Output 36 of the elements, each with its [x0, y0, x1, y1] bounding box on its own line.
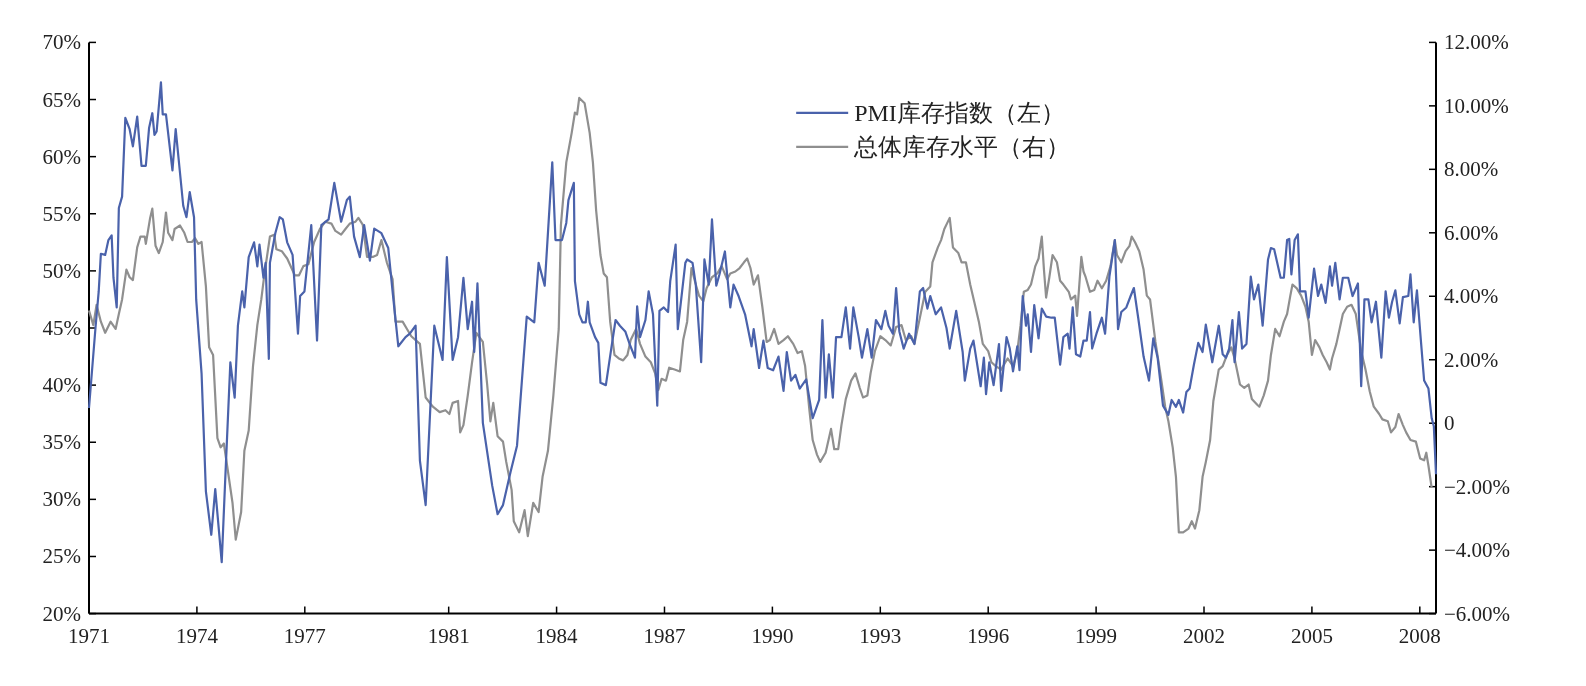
legend-label: PMI库存指数（左） — [854, 99, 1065, 126]
y-tick-label: 45% — [42, 316, 81, 340]
y2-tick-label: 12.00% — [1444, 30, 1509, 55]
y2-tick-label: −2.00% — [1444, 474, 1511, 499]
y-tick-label: 65% — [42, 87, 81, 112]
y-tick-label: 60% — [42, 144, 81, 169]
x-tick-label: 1984 — [535, 623, 579, 648]
y-tick-label: 55% — [42, 201, 81, 226]
x-tick-label: 2005 — [1290, 623, 1333, 648]
y2-tick-label: −4.00% — [1444, 538, 1511, 563]
y-tick-label: 35% — [42, 430, 81, 455]
y-tick-label: 70% — [42, 30, 81, 55]
legend-label: 总体库存水平（右） — [853, 133, 1071, 160]
x-tick-label: 1977 — [283, 623, 326, 648]
y2-tick-label: 6.00% — [1444, 220, 1499, 245]
y2-tick-label: 4.00% — [1444, 284, 1499, 309]
y2-tick-label: 8.00% — [1444, 157, 1499, 182]
x-tick-label: 1990 — [751, 623, 794, 648]
x-tick-label: 1999 — [1075, 623, 1118, 648]
y2-tick-label: 10.00% — [1444, 93, 1509, 118]
x-tick-label: 1971 — [68, 623, 110, 648]
y2-tick-label: 2.00% — [1444, 347, 1499, 372]
y-tick-label: 30% — [42, 487, 81, 512]
x-tick-label: 2002 — [1183, 623, 1226, 648]
x-tick-label: 1987 — [643, 623, 686, 648]
x-tick-label: 2008 — [1398, 623, 1441, 648]
x-tick-label: 1974 — [175, 623, 219, 648]
x-tick-label: 1981 — [427, 623, 470, 648]
y-tick-label: 25% — [42, 544, 81, 569]
y-tick-label: 40% — [42, 373, 81, 398]
x-tick-label: 1996 — [967, 623, 1010, 648]
y2-tick-label: 0 — [1444, 411, 1455, 436]
y2-tick-label: −6.00% — [1444, 601, 1511, 626]
y-tick-label: 20% — [42, 601, 81, 626]
x-tick-label: 1993 — [859, 623, 902, 648]
y-tick-label: 50% — [42, 258, 81, 283]
